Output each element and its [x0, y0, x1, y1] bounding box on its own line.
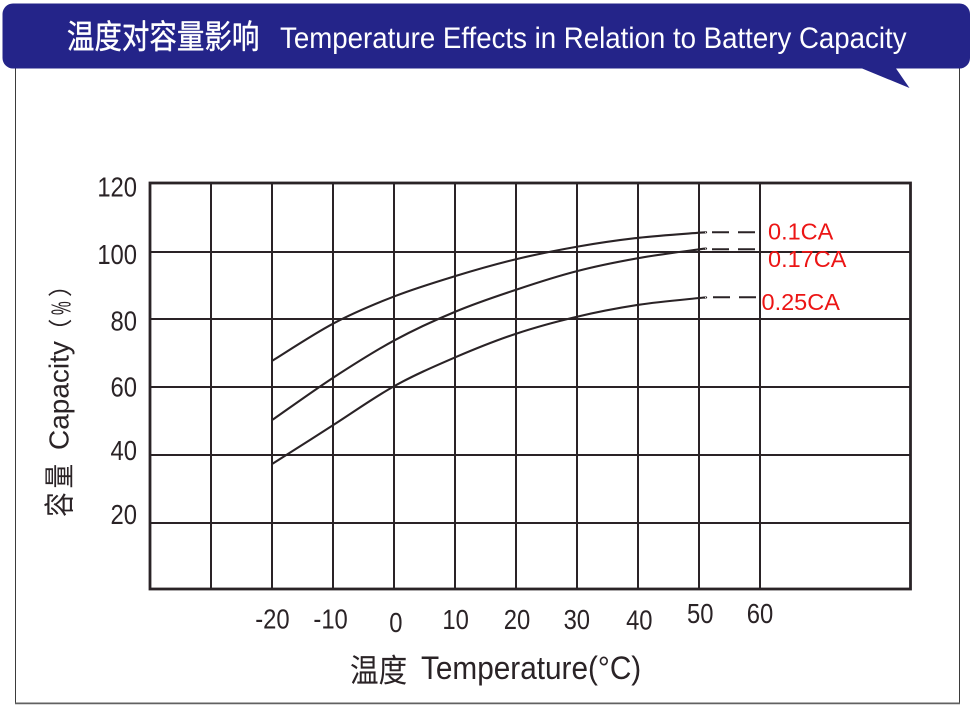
svg-text:40: 40 — [111, 434, 137, 466]
svg-text:0: 0 — [389, 606, 402, 638]
svg-text:60: 60 — [747, 597, 773, 629]
svg-text:120: 120 — [97, 170, 137, 202]
svg-text:100: 100 — [97, 238, 137, 270]
svg-text:Capacity: Capacity — [44, 341, 75, 450]
svg-text:%: % — [46, 301, 77, 315]
svg-text:30: 30 — [564, 603, 590, 635]
svg-text:10: 10 — [442, 603, 468, 635]
svg-text:0.1CA: 0.1CA — [768, 219, 834, 245]
svg-text:20: 20 — [111, 498, 137, 530]
svg-text:0.17CA: 0.17CA — [768, 246, 847, 272]
svg-text:Temperature Effects in Relatio: Temperature Effects in Relation to Batte… — [280, 22, 907, 55]
svg-text:40: 40 — [626, 604, 652, 636]
svg-text:Temperature(°C): Temperature(°C) — [421, 650, 641, 686]
svg-text:0.25CA: 0.25CA — [762, 289, 841, 315]
svg-text:50: 50 — [687, 597, 713, 629]
svg-text:-10: -10 — [313, 603, 347, 635]
svg-text:20: 20 — [504, 603, 530, 635]
svg-text:60: 60 — [111, 370, 137, 402]
svg-text:80: 80 — [111, 305, 137, 337]
svg-text:-20: -20 — [255, 603, 289, 635]
